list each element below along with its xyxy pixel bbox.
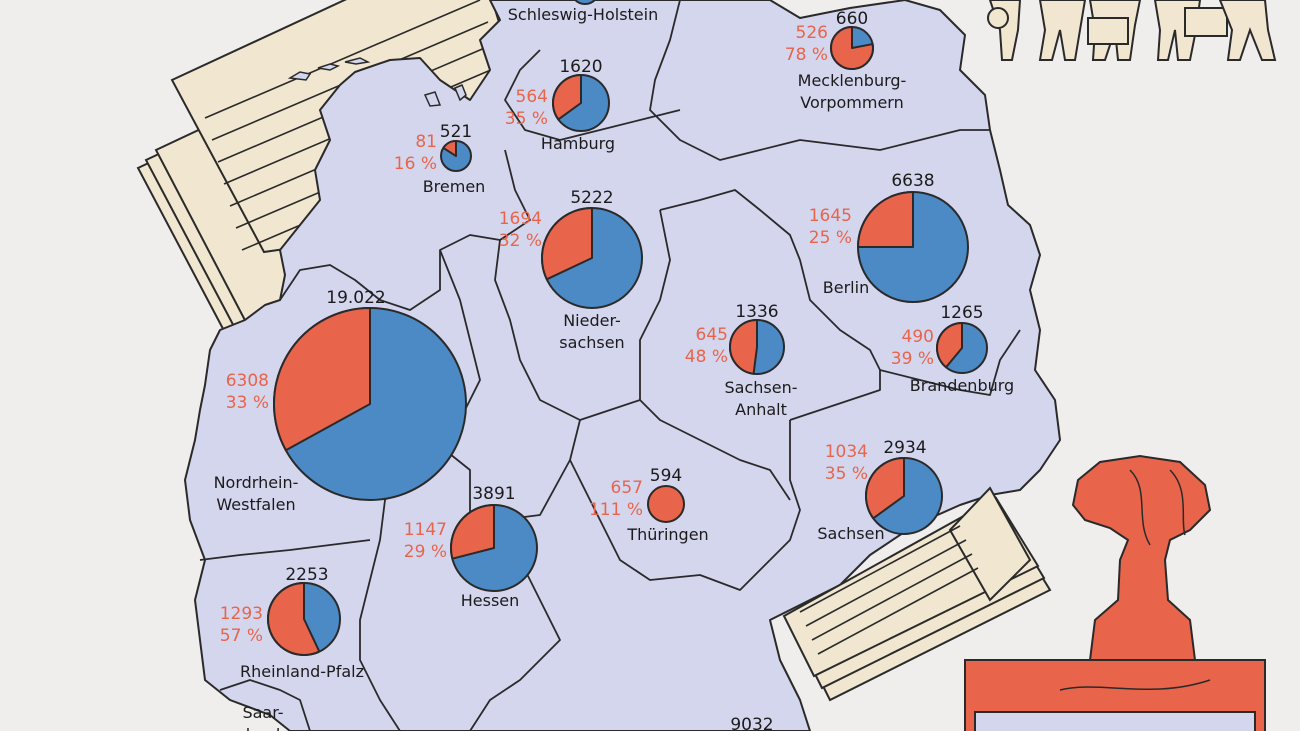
state-name-berlin: Berlin (823, 278, 869, 297)
pie-slice-red (267, 582, 321, 656)
red-value-sachsen: 1034 (825, 442, 868, 462)
red-value-berlin: 1645 (809, 206, 852, 226)
state-name-saarland: Saar- (242, 703, 283, 722)
total-hamburg: 1620 (559, 57, 602, 77)
pie-thueringen (647, 485, 685, 523)
state-name-brandenburg: Brandenburg (910, 376, 1014, 395)
total-sachsen-anhalt: 1336 (735, 302, 778, 322)
pie-hamburg (552, 74, 610, 132)
pie-rheinland-pfalz (267, 582, 341, 656)
north-sea-islands (287, 57, 467, 107)
total-bremen: 521 (440, 122, 472, 142)
pie-slice-blue (573, 0, 597, 5)
red-value-hessen: 1147 (404, 520, 447, 540)
pie-slice-red (729, 319, 758, 375)
red-value-brandenburg: 490 (902, 327, 934, 347)
pie-nordrhein-westfalen (273, 307, 467, 501)
red-value-niedersachsen: 1694 (499, 209, 542, 229)
pie-slice-red (857, 191, 914, 248)
state-name-nordrhein-westfalen: Westfalen (216, 495, 295, 514)
pie-slice-red (273, 307, 371, 452)
red-pct-hamburg: 35 % (505, 109, 548, 129)
total-rheinland-pfalz: 2253 (285, 565, 328, 585)
pie-slice-red (830, 26, 874, 70)
red-value-rheinland-pfalz: 1293 (220, 604, 263, 624)
pie-niedersachsen (541, 207, 643, 309)
red-pct-brandenburg: 39 % (891, 349, 934, 369)
red-value-thueringen: 657 (611, 478, 643, 498)
pie-schleswig-holstein (573, 0, 597, 5)
pie-berlin (857, 191, 969, 303)
red-value-bremen: 81 (415, 132, 437, 152)
red-value-hamburg: 564 (516, 87, 548, 107)
pie-layer (267, 0, 988, 656)
red-pct-nordrhein-westfalen: 33 % (226, 393, 269, 413)
total-hessen: 3891 (472, 484, 515, 504)
pie-hessen (450, 504, 538, 592)
state-name-rheinland-pfalz: Rheinland-Pfalz (240, 662, 364, 681)
total-bayern: 9032 (730, 715, 773, 731)
red-pct-mecklenburg-vorpommern: 78 % (785, 45, 828, 65)
pie-brandenburg (936, 322, 988, 374)
red-pct-sachsen-anhalt: 48 % (685, 347, 728, 367)
red-pct-hessen: 29 % (404, 542, 447, 562)
pie-slice-red (865, 457, 905, 520)
state-name-hessen: Hessen (461, 591, 520, 610)
pie-bremen (440, 140, 472, 172)
red-pct-rheinland-pfalz: 57 % (220, 626, 263, 646)
state-name-saarland: land (246, 725, 281, 731)
red-value-mecklenburg-vorpommern: 526 (796, 23, 828, 43)
red-value-nordrhein-westfalen: 6308 (226, 371, 269, 391)
pie-mecklenburg-vorpommern (830, 26, 874, 70)
total-thueringen: 594 (650, 466, 682, 486)
total-niedersachsen: 5222 (570, 188, 613, 208)
red-value-sachsen-anhalt: 645 (696, 325, 728, 345)
red-pct-niedersachsen: 32 % (499, 231, 542, 251)
total-sachsen: 2934 (883, 438, 926, 458)
pie-slice-red (541, 207, 593, 281)
pie-slice-red (450, 504, 495, 560)
state-name-bremen: Bremen (423, 177, 486, 196)
state-name-nordrhein-westfalen: Nordrhein- (214, 473, 299, 492)
state-name-mecklenburg-vorpommern: Vorpommern (800, 93, 903, 112)
people-illustration (987, 0, 1277, 61)
state-borders (199, 0, 1021, 731)
state-name-niedersachsen: sachsen (559, 333, 624, 352)
state-name-mecklenburg-vorpommern: Mecklenburg- (798, 71, 907, 90)
germany-outline (184, 0, 1061, 731)
red-pct-thueringen: 111 % (589, 500, 643, 520)
state-name-schleswig-holstein: Schleswig-Holstein (508, 5, 658, 24)
pie-slice-red (936, 322, 963, 369)
document-stack-right-illustration (782, 486, 1052, 702)
pie-slice-red (552, 74, 582, 121)
red-pct-sachsen: 35 % (825, 464, 868, 484)
pie-slice-red (647, 485, 685, 523)
total-brandenburg: 1265 (940, 303, 983, 323)
total-mecklenburg-vorpommern: 660 (836, 9, 868, 29)
stamp-illustration (964, 454, 1266, 731)
red-pct-berlin: 25 % (809, 228, 852, 248)
state-name-sachsen-anhalt: Anhalt (735, 400, 787, 419)
pie-sachsen-anhalt (729, 319, 785, 375)
total-nordrhein-westfalen: 19.022 (326, 288, 385, 308)
pie-slice-red (442, 140, 457, 157)
state-name-sachsen-anhalt: Sachsen- (725, 378, 798, 397)
state-name-sachsen: Sachsen (817, 524, 884, 543)
pie-sachsen (865, 457, 943, 535)
state-name-hamburg: Hamburg (541, 134, 615, 153)
state-name-thueringen: Thüringen (626, 525, 708, 544)
total-berlin: 6638 (891, 171, 934, 191)
state-name-niedersachsen: Nieder- (563, 311, 621, 330)
red-pct-bremen: 16 % (394, 154, 437, 174)
